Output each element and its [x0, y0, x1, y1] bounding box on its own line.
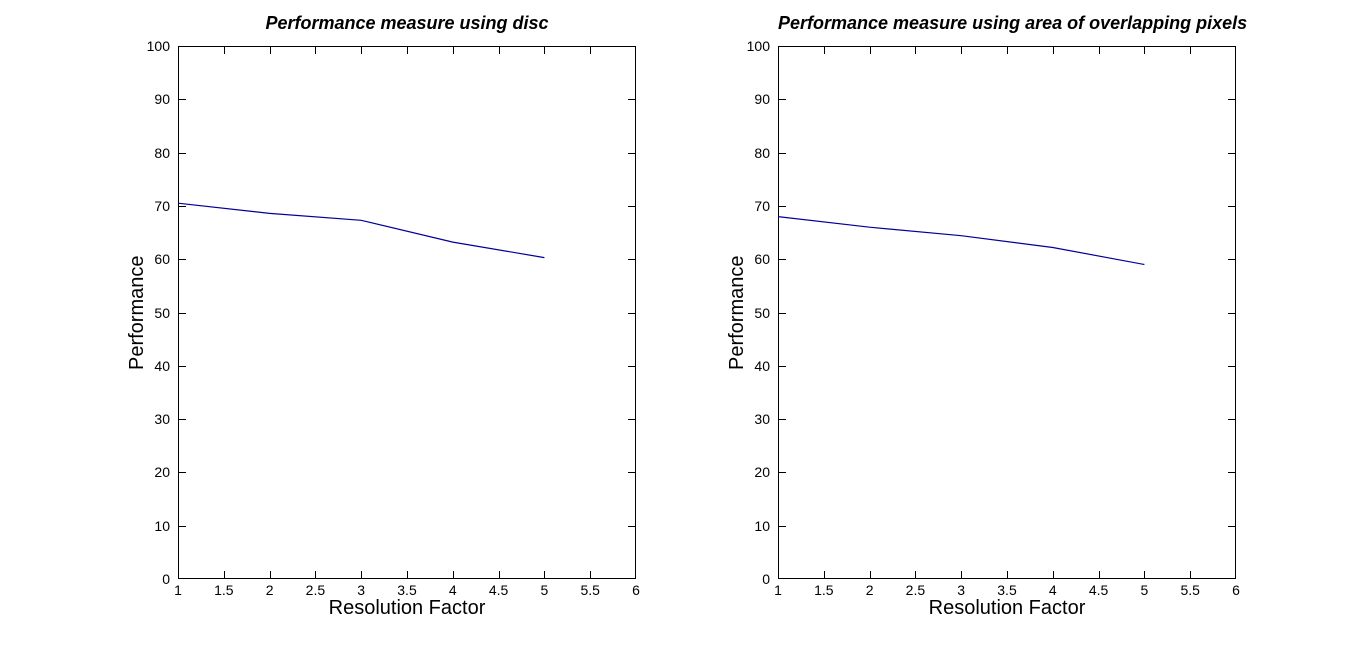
y-tick-label: 50 — [754, 304, 770, 321]
x-axis-label: Resolution Factor — [928, 597, 1086, 619]
y-tick-label: 70 — [154, 197, 170, 214]
x-tick-label: 6 — [632, 582, 640, 598]
y-tick-label: 80 — [754, 144, 770, 161]
x-tick-label: 5 — [1140, 582, 1149, 598]
y-tick-label: 100 — [146, 38, 170, 54]
y-tick-label: 30 — [154, 411, 170, 428]
x-tick-label: 2.5 — [305, 582, 326, 598]
x-tick-label: 2 — [865, 582, 874, 598]
y-tick-label: 100 — [746, 38, 770, 54]
x-tick-label: 5.5 — [580, 582, 600, 598]
axes-box — [778, 46, 1236, 579]
x-tick-label: 3.5 — [997, 582, 1017, 598]
y-tick-label: 60 — [754, 251, 770, 268]
y-tick-label: 40 — [154, 357, 170, 374]
x-tick-label: 3 — [957, 582, 966, 598]
y-tick-label: 40 — [754, 357, 770, 374]
chart-title: Performance measure using area of overla… — [778, 13, 1248, 33]
x-tick-label: 5.5 — [1180, 582, 1200, 598]
x-tick-label: 3 — [357, 582, 366, 598]
data-line-performance — [178, 202, 545, 259]
x-tick-label: 5 — [540, 582, 549, 598]
x-tick-label: 4 — [448, 582, 457, 598]
x-tick-label: 2 — [265, 582, 274, 598]
x-axis-label: Resolution Factor — [328, 597, 486, 619]
x-tick-label: 1 — [774, 582, 782, 598]
y-tick-label: 10 — [754, 517, 770, 534]
x-tick-label: 1 — [174, 582, 182, 598]
plot-canvas — [178, 46, 636, 579]
x-tick-label: 1.5 — [214, 582, 234, 598]
chart-overlapping-pixels: Performance measure using area of overla… — [600, 0, 1283, 652]
x-tick-label: 4.5 — [488, 582, 509, 598]
plot-area — [178, 46, 636, 579]
y-tick-label: 50 — [154, 304, 170, 321]
y-tick-label: 0 — [162, 571, 170, 587]
y-tick-label: 60 — [154, 251, 170, 268]
x-tick-label: 4.5 — [1088, 582, 1109, 598]
y-tick-label: 0 — [762, 571, 770, 587]
y-tick-label: 10 — [154, 517, 170, 534]
y-tick-label: 70 — [754, 197, 770, 214]
chart-title: Performance measure using disc — [265, 13, 549, 33]
x-tick-label: 2.5 — [905, 582, 926, 598]
y-tick-label: 80 — [154, 144, 170, 161]
plot-canvas — [778, 46, 1236, 579]
y-tick-label: 30 — [754, 411, 770, 428]
y-tick-label: 20 — [154, 464, 170, 481]
x-tick-label: 4 — [1048, 582, 1057, 598]
x-tick-label: 1.5 — [814, 582, 834, 598]
y-tick-label: 90 — [154, 91, 170, 108]
y-tick-label: 90 — [754, 91, 770, 108]
axes-box — [178, 46, 636, 579]
x-tick-label: 6 — [1232, 582, 1240, 598]
chart-disc: Performance measure using disc Performan… — [0, 0, 683, 652]
x-tick-label: 3.5 — [397, 582, 417, 598]
y-tick-label: 20 — [754, 464, 770, 481]
plot-area — [778, 46, 1236, 579]
data-line-performance — [778, 216, 1145, 266]
